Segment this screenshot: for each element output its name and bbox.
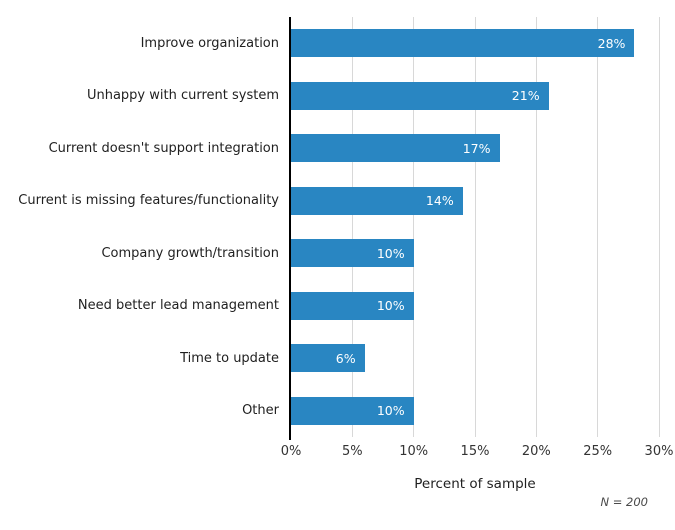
bar-value-label: 10% (376, 403, 405, 419)
x-axis-tick-label: 0% (280, 444, 302, 459)
bar: 14% (291, 186, 463, 215)
category-axis-labels: Improve organization Unhappy with current… (0, 17, 279, 437)
gridline (597, 17, 599, 437)
x-axis-tick-label: 10% (399, 444, 429, 459)
bar-value-label: 14% (425, 193, 454, 209)
x-axis-tick-label: 30% (644, 444, 674, 459)
category-label: Time to update (180, 350, 279, 366)
bar: 21% (291, 81, 549, 110)
bar-value-label: 10% (376, 245, 405, 261)
category-label: Need better lead management (77, 298, 279, 314)
bar: 17% (291, 134, 500, 163)
y-axis-line (289, 17, 291, 440)
gridline (351, 17, 353, 437)
gridline (535, 17, 537, 437)
bar: 10% (291, 239, 414, 268)
bar-value-label: 17% (462, 140, 491, 156)
bar-value-label: 21% (511, 88, 540, 104)
category-label: Current doesn't support integration (48, 140, 279, 156)
bar-value-label: 28% (597, 35, 626, 51)
bar: 28% (291, 29, 635, 58)
sample-size-note: N = 200 (600, 495, 649, 509)
category-label: Improve organization (140, 35, 279, 51)
x-axis-tick-label: 25% (583, 444, 613, 459)
x-axis-tick-label: 20% (521, 444, 551, 459)
category-label: Current is missing features/functionalit… (18, 193, 279, 209)
x-axis-tick-labels: 0% 5% 10% 15% 20% 25% 30% (0, 444, 675, 460)
bar-value-label: 6% (335, 350, 356, 366)
category-label: Unhappy with current system (86, 88, 279, 104)
gridline (474, 17, 476, 437)
gridline (413, 17, 415, 437)
x-axis-tick-label: 15% (460, 444, 490, 459)
bar: 6% (291, 344, 365, 373)
category-label: Company growth/transition (101, 245, 279, 261)
gridline (658, 17, 660, 437)
bar-value-label: 10% (376, 298, 405, 314)
x-axis-tick-label: 5% (342, 444, 363, 459)
bar: 10% (291, 291, 414, 320)
bar: 10% (291, 396, 414, 425)
category-label: Other (242, 403, 279, 419)
plot-area: 28% 21% 17% 14% 10% 10% 6% 10% (291, 17, 660, 437)
x-axis-title: Percent of sample (414, 476, 536, 492)
